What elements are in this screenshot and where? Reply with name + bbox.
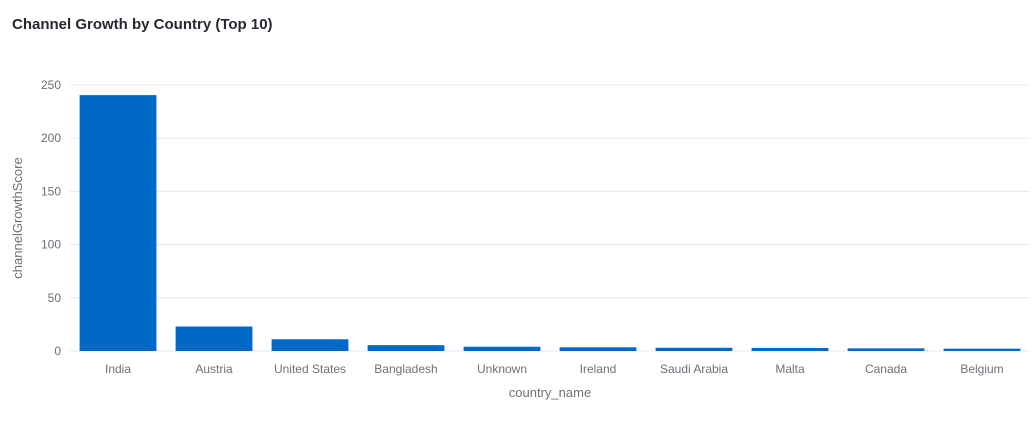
y-axis-title: channelGrowthScore xyxy=(10,157,25,278)
y-tick-label: 200 xyxy=(41,131,61,145)
x-tick-label: Bangladesh xyxy=(374,362,437,376)
bar-belgium[interactable] xyxy=(943,348,1021,351)
x-axis-title: country_name xyxy=(509,385,591,400)
bar-saudi-arabia[interactable] xyxy=(655,347,733,351)
x-tick-label: Saudi Arabia xyxy=(660,362,728,376)
y-tick-label: 0 xyxy=(54,344,61,358)
x-axis-ticks: India Austria United States Bangladesh Unkno… xyxy=(105,362,1004,376)
x-tick-label: Canada xyxy=(865,362,907,376)
x-tick-label: Unknown xyxy=(477,362,527,376)
y-tick-label: 50 xyxy=(48,291,62,305)
bar-united-states[interactable] xyxy=(271,339,349,351)
gridlines xyxy=(70,84,1030,352)
bar-malta[interactable] xyxy=(751,348,829,351)
x-tick-label: India xyxy=(105,362,131,376)
bar-unknown[interactable] xyxy=(463,346,541,351)
y-tick-label: 250 xyxy=(41,78,61,92)
x-tick-label: Malta xyxy=(775,362,805,376)
bars xyxy=(79,95,1021,351)
x-tick-label: Ireland xyxy=(580,362,617,376)
bar-india[interactable] xyxy=(79,95,157,351)
y-axis-ticks: 0 50 100 150 200 250 xyxy=(41,78,61,358)
bar-bangladesh[interactable] xyxy=(367,345,445,351)
x-tick-label: Belgium xyxy=(960,362,1003,376)
y-tick-label: 100 xyxy=(41,238,61,252)
chart-title: Channel Growth by Country (Top 10) xyxy=(12,16,273,33)
bar-ireland[interactable] xyxy=(559,347,637,351)
bar-canada[interactable] xyxy=(847,348,925,351)
bar-austria[interactable] xyxy=(175,326,253,351)
x-tick-label: United States xyxy=(274,362,346,376)
x-tick-label: Austria xyxy=(195,362,233,376)
y-tick-label: 150 xyxy=(41,184,61,198)
